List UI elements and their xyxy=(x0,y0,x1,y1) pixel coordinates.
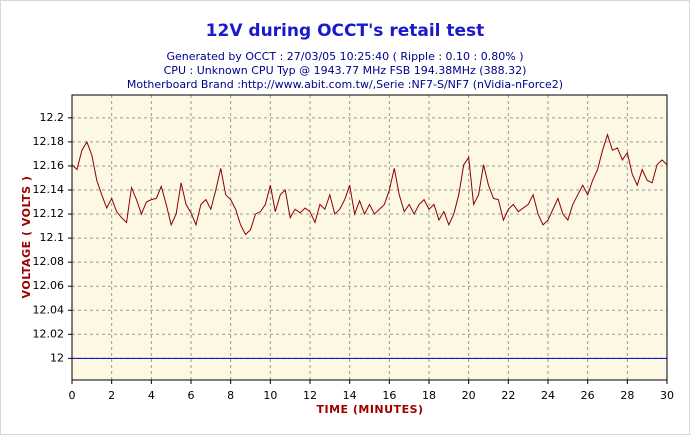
y-axis-label: VOLTAGE ( VOLTS ) xyxy=(20,176,33,299)
x-tick-label: 24 xyxy=(541,389,555,402)
x-tick-label: 18 xyxy=(422,389,436,402)
subtitle: CPU : Unknown CPU Typ @ 1943.77 MHz FSB … xyxy=(164,64,527,77)
plot-border xyxy=(71,94,668,381)
subtitle: Motherboard Brand :http://www.abit.com.t… xyxy=(127,78,563,91)
x-tick-label: 6 xyxy=(188,389,195,402)
x-tick-label: 14 xyxy=(343,389,357,402)
x-tick-label: 16 xyxy=(382,389,396,402)
y-tick-label: 12.2 xyxy=(40,111,65,124)
x-tick-label: 22 xyxy=(501,389,515,402)
x-tick-label: 0 xyxy=(69,389,76,402)
x-tick-label: 30 xyxy=(660,389,674,402)
y-tick-label: 12.06 xyxy=(33,279,65,292)
x-tick-label: 28 xyxy=(620,389,634,402)
y-tick-label: 12.1 xyxy=(40,231,65,244)
marks xyxy=(71,133,668,359)
subtitle: Generated by OCCT : 27/03/05 10:25:40 ( … xyxy=(167,50,524,63)
x-tick-label: 8 xyxy=(227,389,234,402)
y-tick-label: 12 xyxy=(50,351,64,364)
y-tick-label: 12.16 xyxy=(33,159,65,172)
y-tick-label: 12.12 xyxy=(33,207,65,220)
y-tick-label: 12.08 xyxy=(33,255,65,268)
x-tick-label: 4 xyxy=(148,389,155,402)
labels: 12 12.02 12.04 12.06 12.08 12.1 12.12 12.14 12.1… xyxy=(33,111,675,402)
x-tick-label: 10 xyxy=(263,389,277,402)
y-tick-label: 12.02 xyxy=(33,327,65,340)
y-tick-label: 12.14 xyxy=(33,183,65,196)
x-axis-label: TIME (MINUTES) xyxy=(316,403,423,416)
voltage-line xyxy=(71,133,668,236)
y-tick-label: 12.18 xyxy=(33,135,65,148)
plot-area xyxy=(72,95,667,380)
chart-title: 12V during OCCT's retail test xyxy=(206,21,485,41)
x-tick-label: 20 xyxy=(462,389,476,402)
y-tick-label: 12.04 xyxy=(33,303,65,316)
x-tick-label: 26 xyxy=(581,389,595,402)
x-tick-label: 2 xyxy=(108,389,115,402)
x-tick-label: 12 xyxy=(303,389,317,402)
